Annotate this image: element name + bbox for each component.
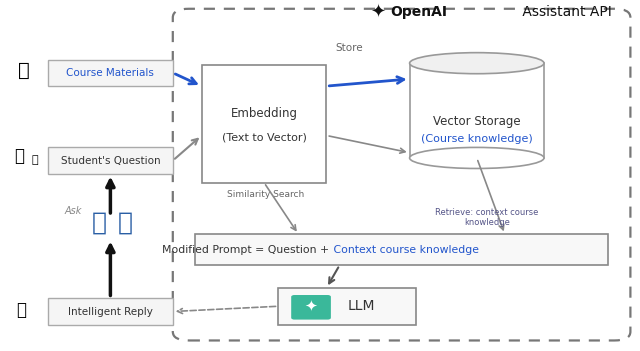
Text: Course Materials: Course Materials — [67, 68, 154, 78]
Bar — [48, 147, 173, 174]
Bar — [48, 60, 173, 86]
Text: ❓: ❓ — [32, 155, 38, 165]
Bar — [48, 298, 173, 325]
Text: 🖥: 🖥 — [16, 300, 26, 319]
Text: (Text to Vector): (Text to Vector) — [221, 133, 307, 143]
Text: Intelligent Reply: Intelligent Reply — [68, 306, 153, 317]
Text: 👤: 👤 — [92, 211, 107, 235]
Bar — [202, 65, 326, 183]
Text: 🤚: 🤚 — [14, 147, 24, 165]
Bar — [278, 288, 416, 325]
Text: Vector Storage: Vector Storage — [433, 114, 520, 128]
Text: Similarity Search: Similarity Search — [227, 190, 305, 199]
Bar — [195, 234, 608, 265]
Text: 📚: 📚 — [19, 61, 30, 80]
Text: LLM: LLM — [348, 299, 375, 313]
Text: Ask: Ask — [65, 206, 83, 216]
Text: Modified Prompt = Question +: Modified Prompt = Question + — [163, 245, 330, 254]
Text: ✦: ✦ — [305, 299, 317, 314]
Text: Retrieve: context course
knowledge: Retrieve: context course knowledge — [435, 208, 539, 227]
Ellipse shape — [410, 53, 544, 74]
Ellipse shape — [410, 147, 544, 168]
Text: ✦: ✦ — [370, 3, 385, 21]
Bar — [410, 63, 544, 158]
FancyBboxPatch shape — [291, 295, 331, 319]
Text: OpenAI: OpenAI — [390, 5, 448, 19]
Text: Store: Store — [335, 43, 363, 53]
Text: Context course knowledge: Context course knowledge — [330, 245, 479, 254]
Text: Embedding: Embedding — [230, 107, 298, 120]
Text: (Course knowledge): (Course knowledge) — [421, 134, 532, 144]
Text: Assistant API: Assistant API — [518, 5, 612, 19]
Text: 👤: 👤 — [117, 211, 132, 235]
Text: Student's Question: Student's Question — [61, 155, 160, 166]
